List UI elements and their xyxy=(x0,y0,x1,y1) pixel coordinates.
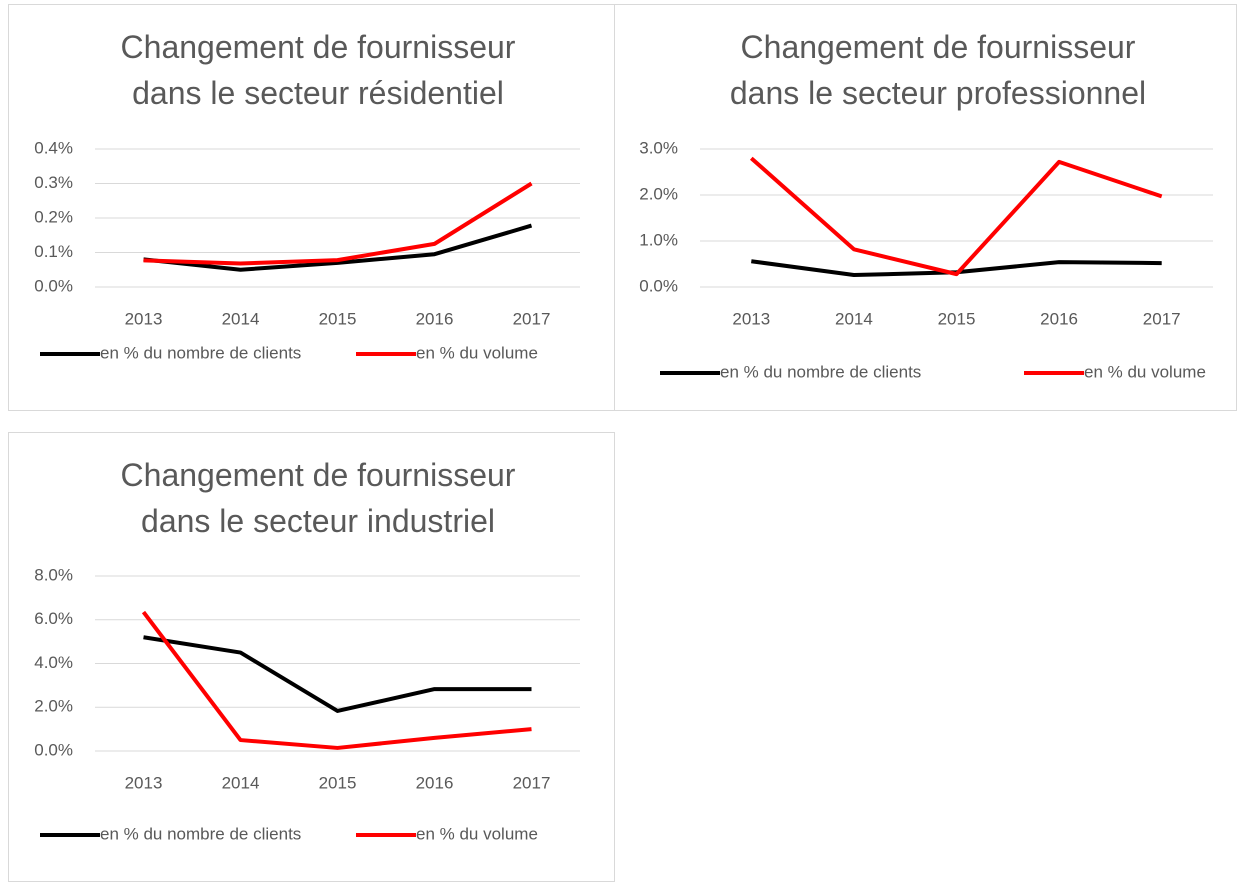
x-tick-label: 2013 xyxy=(125,773,163,792)
y-tick-label: 2.0% xyxy=(34,697,73,716)
x-tick-label: 2016 xyxy=(416,773,454,792)
legend-label: en % du nombre de clients xyxy=(100,343,301,362)
y-tick-label: 4.0% xyxy=(34,653,73,672)
y-tick-label: 0.0% xyxy=(34,740,73,759)
x-tick-label: 2015 xyxy=(319,309,357,328)
line-series xyxy=(749,156,1163,277)
x-tick-label: 2016 xyxy=(416,309,454,328)
x-tick-label: 2017 xyxy=(513,309,551,328)
x-tick-label: 2014 xyxy=(835,309,873,328)
y-tick-label: 3.0% xyxy=(639,138,678,157)
x-tick-label: 2017 xyxy=(1143,309,1181,328)
x-tick-label: 2017 xyxy=(513,773,551,792)
y-tick-label: 0.0% xyxy=(639,276,678,295)
y-tick-label: 8.0% xyxy=(34,565,73,584)
y-tick-label: 6.0% xyxy=(34,609,73,628)
line-series xyxy=(141,610,532,750)
chart-title: Changement de fournisseur dans le secteu… xyxy=(729,29,1147,111)
y-tick-label: 1.0% xyxy=(639,230,678,249)
y-tick-label: 0.1% xyxy=(34,242,73,261)
legend-label: en % du volume xyxy=(416,824,538,843)
y-tick-label: 2.0% xyxy=(639,184,678,203)
x-tick-label: 2014 xyxy=(222,309,260,328)
panel xyxy=(614,4,1237,411)
line-series xyxy=(143,223,533,272)
line-series xyxy=(143,635,532,713)
y-tick-label: 0.4% xyxy=(34,138,73,157)
legend-label: en % du nombre de clients xyxy=(720,362,921,381)
line-series xyxy=(143,181,533,266)
x-tick-label: 2016 xyxy=(1040,309,1078,328)
y-tick-label: 0.2% xyxy=(34,207,73,226)
x-tick-label: 2015 xyxy=(938,309,976,328)
y-tick-label: 0.3% xyxy=(34,173,73,192)
y-tick-label: 0.0% xyxy=(34,276,73,295)
legend-label: en % du volume xyxy=(1084,362,1206,381)
legend-label: en % du volume xyxy=(416,343,538,362)
legend-label: en % du nombre de clients xyxy=(100,824,301,843)
x-tick-label: 2015 xyxy=(319,773,357,792)
x-tick-label: 2013 xyxy=(125,309,163,328)
chart-title: Changement de fournisseur dans le secteu… xyxy=(120,457,516,539)
x-tick-label: 2014 xyxy=(222,773,260,792)
x-tick-label: 2013 xyxy=(732,309,770,328)
chart-title: Changement de fournisseur dans le secteu… xyxy=(120,29,516,111)
